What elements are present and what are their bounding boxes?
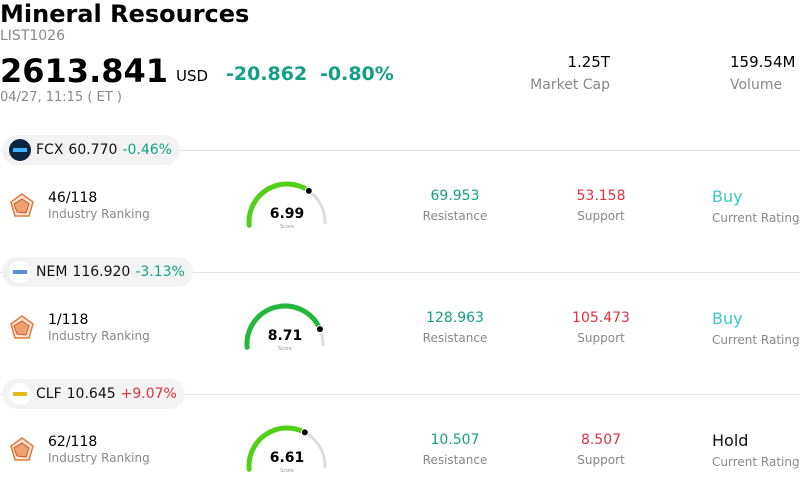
gauge: 6.61 Score xyxy=(246,425,327,474)
rating-label: Current Rating xyxy=(712,333,800,347)
resistance-label: Resistance xyxy=(422,331,488,345)
score: 6.99 xyxy=(270,206,305,222)
score-label: Score xyxy=(280,224,294,230)
rating-label: Current Rating xyxy=(712,211,800,225)
stock-price: 60.770 xyxy=(68,142,118,158)
volume: 159.54M xyxy=(730,53,796,71)
ranking-inner xyxy=(13,320,30,336)
logo-mark xyxy=(13,392,27,396)
logo-mark xyxy=(13,148,27,152)
support-label: Support xyxy=(577,331,625,345)
separator xyxy=(0,272,800,273)
rank-label: Industry Ranking xyxy=(48,451,150,465)
score-label: Score xyxy=(280,468,294,474)
rank-label: Industry Ranking xyxy=(48,207,150,221)
separator xyxy=(0,394,800,395)
change: -20.862 xyxy=(226,63,308,85)
support: 105.473 xyxy=(572,310,630,326)
support: 8.507 xyxy=(580,432,622,448)
ranking-icon xyxy=(10,315,34,339)
resistance-label: Resistance xyxy=(422,453,488,467)
gauge-dot xyxy=(300,428,309,437)
stock-change: -0.46% xyxy=(122,142,172,158)
price: 2613.841 xyxy=(0,52,169,90)
stock-logo xyxy=(9,261,31,283)
rating: Hold xyxy=(712,431,749,450)
title: Mineral Resources xyxy=(0,0,250,28)
rank: 62/118 xyxy=(48,434,98,450)
stock-change: -3.13% xyxy=(135,264,185,280)
currency: USD xyxy=(176,67,209,85)
rating: Buy xyxy=(712,187,743,206)
volume-label: Volume xyxy=(730,77,783,93)
ticker: NEM xyxy=(36,264,68,280)
ranking-icon xyxy=(10,437,34,461)
gauge-dot xyxy=(315,325,324,334)
stock-change: +9.07% xyxy=(120,386,177,402)
gauge-dot xyxy=(304,186,313,195)
ticker: CLF xyxy=(36,386,62,402)
market-cap-label: Market Cap xyxy=(530,77,610,93)
ranking-inner xyxy=(13,442,30,458)
datetime: 04/27, 11:15 ( ET ) xyxy=(0,90,122,105)
rating: Buy xyxy=(712,309,743,328)
gauge-value xyxy=(244,303,323,350)
stock-logo xyxy=(9,383,31,405)
support-label: Support xyxy=(577,453,625,467)
market-cap: 1.25T xyxy=(567,53,610,71)
support: 53.158 xyxy=(576,188,626,204)
resistance: 69.953 xyxy=(430,188,480,204)
ranking-icon xyxy=(10,193,34,217)
support-label: Support xyxy=(577,209,625,223)
gauge: 6.99 Score xyxy=(246,181,327,230)
gauge-value xyxy=(246,425,308,472)
stock-price: 10.645 xyxy=(66,386,116,402)
stock-pill: NEM 116.920 -3.13% xyxy=(2,257,193,287)
rank: 1/118 xyxy=(48,312,89,328)
score-label: Score xyxy=(278,346,292,352)
score: 8.71 xyxy=(268,328,303,344)
resistance: 10.507 xyxy=(430,432,480,448)
gauge-value xyxy=(246,181,312,228)
stock-price: 116.920 xyxy=(72,264,131,280)
logo-mark xyxy=(13,270,27,274)
separator xyxy=(0,150,800,151)
resistance: 128.963 xyxy=(426,310,484,326)
change-percent: -0.80% xyxy=(320,63,394,85)
rank: 46/118 xyxy=(48,190,98,206)
stock-pill: FCX 60.770 -0.46% xyxy=(2,135,180,165)
code: LIST1026 xyxy=(0,28,65,44)
ranking-inner xyxy=(13,198,30,214)
resistance-label: Resistance xyxy=(422,209,488,223)
ticker: FCX xyxy=(36,142,64,158)
stock-logo xyxy=(9,139,31,161)
gauge: 8.71 Score xyxy=(244,303,325,352)
rating-label: Current Rating xyxy=(712,455,800,469)
score: 6.61 xyxy=(270,450,305,466)
stock-pill: CLF 10.645 +9.07% xyxy=(2,379,185,409)
rank-label: Industry Ranking xyxy=(48,329,150,343)
